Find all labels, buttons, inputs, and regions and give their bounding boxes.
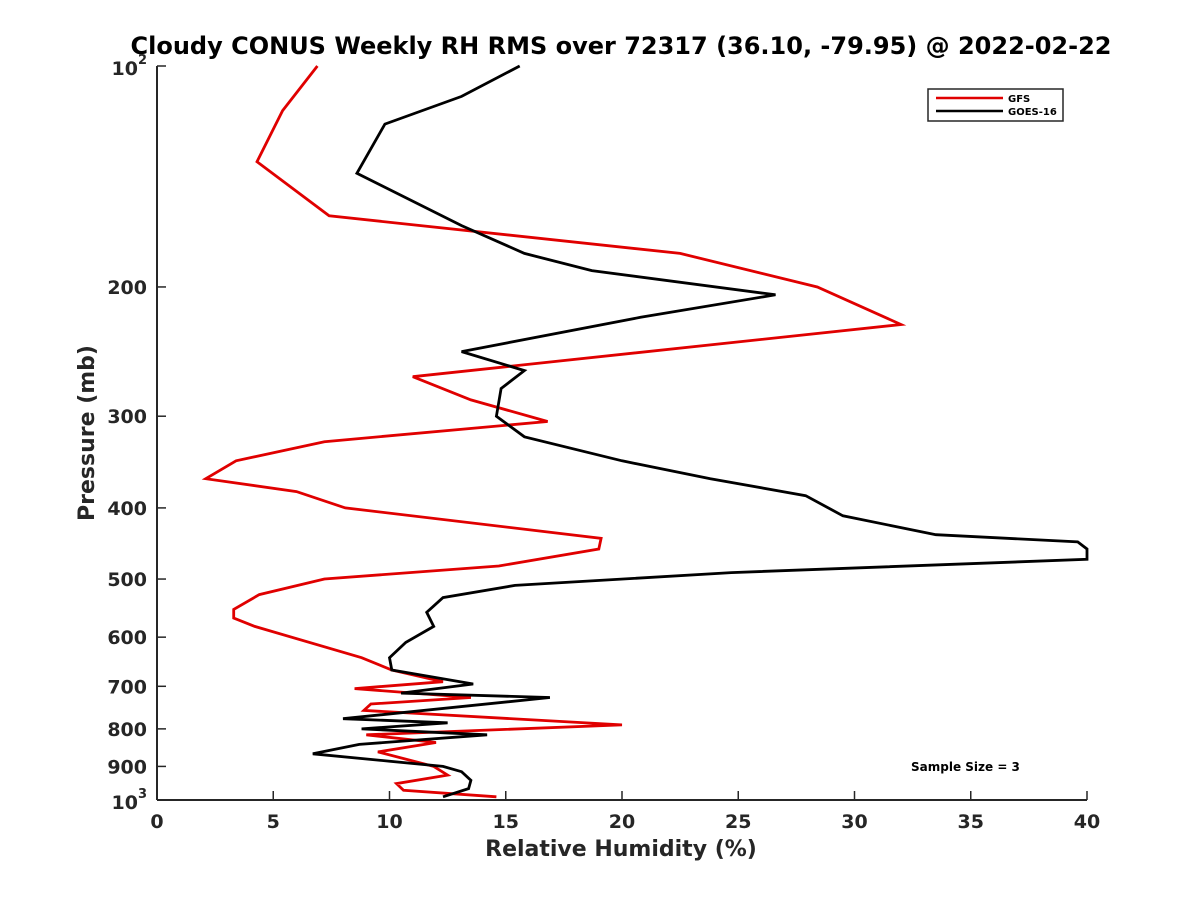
- y-axis-label: Pressure (mb): [75, 345, 100, 521]
- y-tick-label: 800: [107, 719, 147, 741]
- y-tick-exponent: 3: [138, 787, 147, 802]
- x-tick-label: 15: [493, 811, 519, 833]
- x-tick-label: 20: [609, 811, 635, 833]
- x-tick-label: 10: [376, 811, 402, 833]
- x-tick-label: 25: [725, 811, 751, 833]
- x-tick-label: 30: [841, 811, 867, 833]
- y-tick-label: 400: [107, 498, 147, 520]
- series-line-goes16: [312, 64, 1089, 799]
- y-tick-exponent: 2: [138, 53, 147, 68]
- y-tick-label: 300: [107, 406, 147, 428]
- x-ticks: 0 5 10 15 20 25 30 35 40: [150, 791, 1100, 833]
- legend-label-goes16: GOES-16: [1008, 107, 1057, 118]
- x-tick-label: 5: [267, 811, 280, 833]
- legend: GFS GOES-16: [927, 88, 1064, 122]
- legend-box: [927, 88, 1064, 122]
- y-tick-base: 10: [112, 792, 138, 814]
- y-tick-base: 10: [112, 58, 138, 80]
- y-tick-label: 900: [107, 756, 147, 778]
- y-tick-label: 200: [107, 277, 147, 299]
- chart-title: Cloudy CONUS Weekly RH RMS over 72317 (3…: [131, 32, 1112, 60]
- y-tick-label: 700: [107, 676, 147, 698]
- y-tick-label: 210: [112, 53, 147, 80]
- x-tick-label: 40: [1074, 811, 1100, 833]
- plot-area: 0 5 10 15 20 25 30 35 40 21020030040050060070080…: [107, 53, 1100, 833]
- x-axis-label: Relative Humidity (%): [485, 837, 757, 862]
- legend-label-gfs: GFS: [1008, 94, 1030, 105]
- y-tick-label: 500: [107, 569, 147, 591]
- x-tick-label: 0: [150, 811, 163, 833]
- series-layer: [201, 64, 1089, 799]
- sample-size-annotation: Sample Size = 3: [911, 760, 1020, 774]
- y-tick-label: 310: [112, 787, 147, 814]
- y-tick-label: 600: [107, 627, 147, 649]
- x-tick-label: 35: [958, 811, 984, 833]
